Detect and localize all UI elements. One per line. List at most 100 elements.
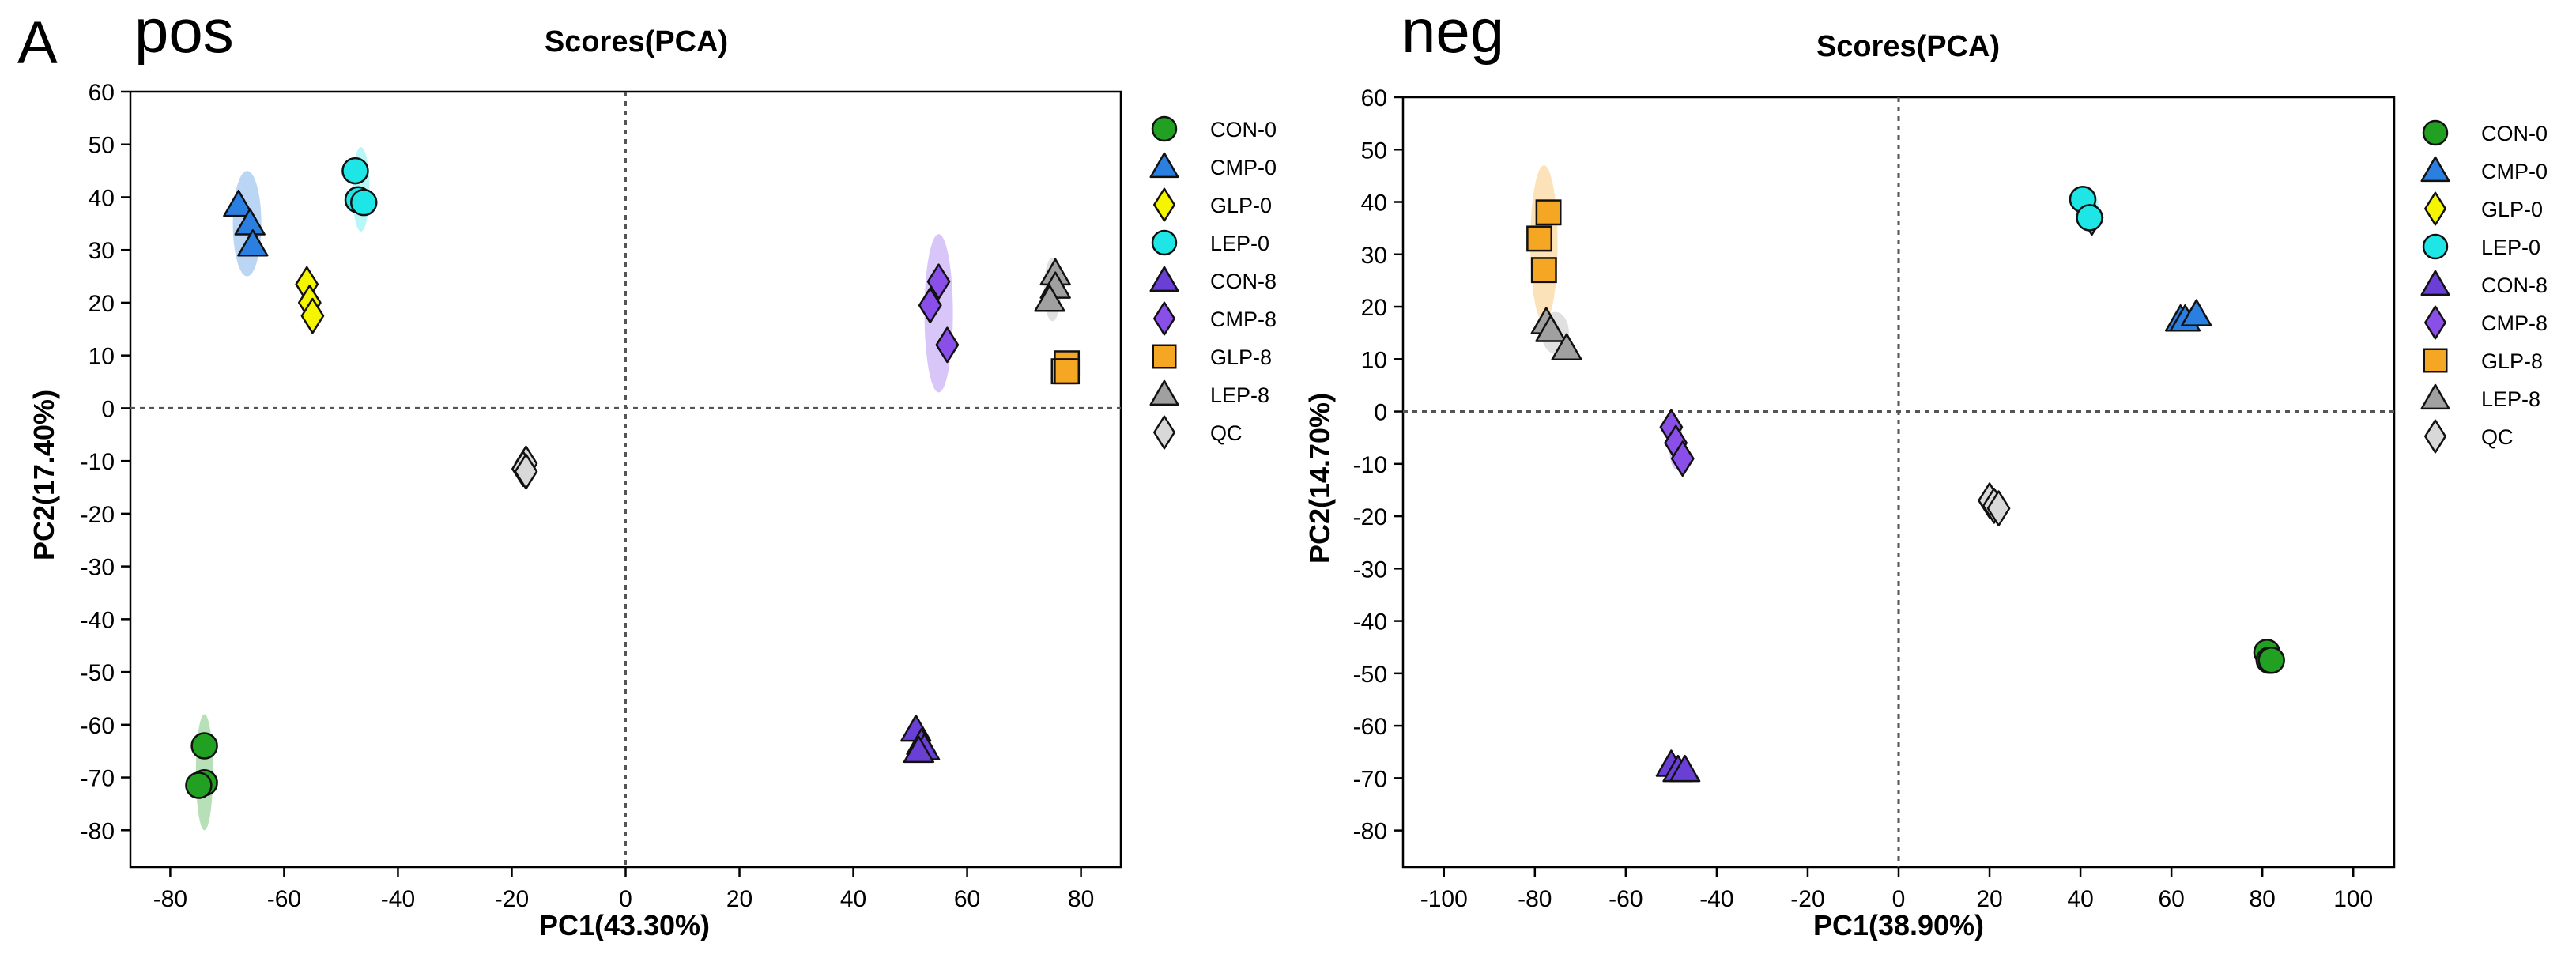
point-con-8 <box>1669 754 1701 783</box>
point-lep-8 <box>1551 333 1582 360</box>
point-lep-8 <box>1535 315 1567 342</box>
x-tick-label: 60 <box>2158 886 2184 912</box>
y-tick-label: -40 <box>1353 609 1387 636</box>
x-tick-label: -80 <box>1518 886 1552 912</box>
legend-marker-con-0 <box>2422 119 2449 146</box>
y-tick-label: 10 <box>1361 347 1387 373</box>
point-glp-8 <box>1526 225 1553 252</box>
y-tick-label: 0 <box>101 396 115 422</box>
x-axis-label-neg: PC1(38.90%) <box>1813 909 1984 941</box>
legend-label-qc: QC <box>1210 421 1243 445</box>
x-tick-label: -40 <box>381 886 415 912</box>
y-tick-label: -10 <box>81 449 115 475</box>
x-tick-label: 20 <box>726 886 752 912</box>
plot-area-neg: -100 -80 -60 -40 -20 0 20 40 60 80 100605040302010… <box>1353 85 2396 912</box>
legend-pos: CON-0 CMP-0 GLP-0 LEP-0 CON-8 CMP-8 GLP-8 LEP-8… <box>1149 115 1277 450</box>
legend-label-cmp-8: CMP-8 <box>2481 311 2548 335</box>
x-axis-label-pos: PC1(43.30%) <box>539 909 710 941</box>
legend-marker-cmp-0 <box>2420 156 2450 183</box>
legend-label-glp-0: GLP-0 <box>1210 194 1272 217</box>
legend-marker-cmp-0 <box>1149 152 1179 179</box>
legend-label-con-0: CON-0 <box>1210 118 1277 141</box>
y-tick-label: -20 <box>1353 504 1387 530</box>
x-tick-label: -20 <box>495 886 529 912</box>
legend-label-con-8: CON-8 <box>2481 274 2548 297</box>
y-tick-label: 30 <box>89 238 115 264</box>
legend-marker-cmp-8 <box>1153 301 1175 336</box>
point-lep-0 <box>2076 204 2103 232</box>
y-tick-label: 60 <box>89 80 115 106</box>
point-cmp-8 <box>1670 440 1695 477</box>
legend-marker-glp-8 <box>1152 344 1177 369</box>
point-lep-0 <box>341 157 369 185</box>
point-con-0 <box>185 771 213 799</box>
x-tick-label: 80 <box>2249 886 2275 912</box>
legend-marker-lep-8 <box>1149 379 1179 406</box>
point-glp-8 <box>1054 358 1081 385</box>
y-axis-label-pos: PC2(17.40%) <box>28 390 60 560</box>
y-tick-label: -80 <box>1353 819 1387 845</box>
legend-label-con-0: CON-0 <box>2481 122 2548 145</box>
legend-label-glp-0: GLP-0 <box>2481 198 2543 221</box>
y-tick-label: 40 <box>89 185 115 211</box>
point-con-0 <box>190 732 218 760</box>
legend-marker-qc <box>2424 419 2446 454</box>
chart-title-neg: Scores(PCA) <box>1816 30 2000 63</box>
x-tick-label: 0 <box>1892 886 1906 912</box>
legend-marker-lep-0 <box>2422 233 2449 260</box>
point-lep-8 <box>1034 285 1065 312</box>
legend-label-lep-8: LEP-8 <box>1210 383 1269 407</box>
legend-label-con-8: CON-8 <box>1210 270 1277 293</box>
chart-title-pos: Scores(PCA) <box>545 25 728 58</box>
y-tick-label: -20 <box>81 502 115 528</box>
legend-label-glp-8: GLP-8 <box>2481 349 2543 373</box>
x-tick-label: -20 <box>1790 886 1824 912</box>
mode-label-neg: neg <box>1401 0 1504 66</box>
legend-marker-qc <box>1153 415 1175 450</box>
legend-neg: CON-0 CMP-0 GLP-0 LEP-0 CON-8 CMP-8 GLP-8 LEP-8… <box>2420 119 2548 454</box>
x-tick-label: 0 <box>619 886 632 912</box>
legend-label-cmp-0: CMP-0 <box>2481 160 2548 183</box>
point-cmp-0 <box>237 229 269 257</box>
y-tick-label: -40 <box>81 607 115 633</box>
y-tick-label: 60 <box>1361 85 1387 111</box>
x-tick-label: -80 <box>153 886 187 912</box>
point-cmp-0 <box>223 189 255 217</box>
y-tick-label: 20 <box>89 291 115 317</box>
legend-marker-cmp-8 <box>2424 305 2446 340</box>
y-tick-label: 20 <box>1361 295 1387 321</box>
x-tick-label: 100 <box>2333 886 2373 912</box>
legend-marker-glp-0 <box>1153 187 1175 222</box>
x-tick-label: 40 <box>2067 886 2093 912</box>
pca-panel-neg: neg Scores(PCA) PC1(38.90%) PC2(14.70%) … <box>1303 0 2548 941</box>
legend-marker-lep-0 <box>1151 229 1178 256</box>
x-tick-label: 80 <box>1068 886 1094 912</box>
legend-label-glp-8: GLP-8 <box>1210 345 1272 369</box>
legend-marker-con-8 <box>2420 270 2450 296</box>
y-tick-label: 30 <box>1361 243 1387 269</box>
point-glp-8 <box>1530 257 1557 284</box>
x-tick-label: 40 <box>840 886 866 912</box>
point-qc <box>1986 490 2011 526</box>
y-tick-label: -60 <box>1353 714 1387 740</box>
y-tick-label: -30 <box>81 555 115 581</box>
legend-marker-con-8 <box>1149 266 1179 292</box>
point-con-0 <box>2257 647 2285 674</box>
legend-label-cmp-8: CMP-8 <box>1210 307 1277 331</box>
legend-marker-glp-8 <box>2423 348 2448 373</box>
point-lep-0 <box>349 188 378 217</box>
y-tick-label: -10 <box>1353 452 1387 478</box>
mode-label-pos: pos <box>134 0 234 66</box>
point-cmp-8 <box>926 263 951 300</box>
x-tick-label: 20 <box>1976 886 2002 912</box>
point-glp-8 <box>1535 199 1562 226</box>
x-tick-label: -60 <box>1609 886 1643 912</box>
legend-marker-con-0 <box>1151 115 1178 142</box>
point-cmp-8 <box>918 287 942 324</box>
y-axis-label-neg: PC2(14.70%) <box>1303 393 1336 564</box>
point-cmp-8 <box>935 326 960 364</box>
legend-label-lep-8: LEP-8 <box>2481 387 2540 411</box>
y-tick-label: -70 <box>81 766 115 792</box>
point-con-8 <box>903 735 935 764</box>
y-tick-label: -60 <box>81 713 115 739</box>
